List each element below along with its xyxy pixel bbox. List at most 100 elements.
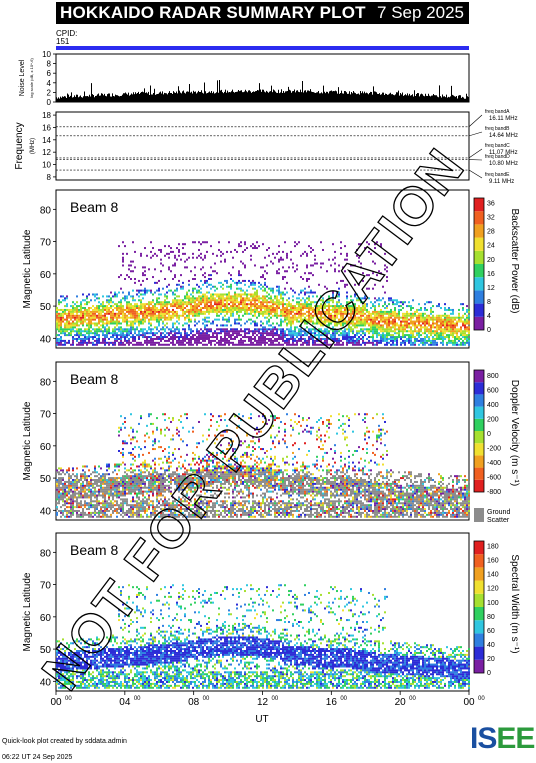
rti-cell — [416, 308, 418, 311]
rti-cell — [226, 318, 228, 321]
rti-cell — [390, 334, 392, 337]
rti-cell — [242, 330, 244, 333]
rti-cell — [170, 247, 172, 250]
rti-cell — [122, 256, 124, 259]
colorbar-tick-label: 16 — [487, 271, 495, 278]
rti-cell — [416, 337, 418, 340]
rti-cell — [152, 301, 154, 304]
rti-cell — [296, 341, 298, 344]
rti-cell — [344, 330, 346, 333]
rti-cell — [262, 303, 264, 306]
rti-cell — [458, 308, 460, 311]
rti-cell — [110, 305, 112, 308]
rti-cell — [336, 314, 338, 317]
rti-cell — [304, 305, 306, 308]
rti-cell — [90, 492, 92, 495]
rti-cell — [68, 312, 70, 315]
rti-cell — [156, 297, 158, 300]
rti-cell — [234, 248, 236, 251]
rti-cell — [398, 305, 400, 308]
rti-cell — [68, 502, 70, 505]
rti-cell — [432, 322, 434, 325]
rti-cell — [304, 301, 306, 304]
rti-cell — [98, 337, 100, 340]
rti-cell — [160, 343, 162, 346]
rti-cell — [130, 314, 132, 317]
rti-cell — [396, 343, 398, 346]
rti-cell — [362, 318, 364, 321]
rti-cell — [278, 303, 280, 306]
rti-cell — [424, 322, 426, 325]
rti-cell — [378, 326, 380, 329]
latitude-tick-label: 50 — [40, 302, 52, 313]
rti-cell — [338, 308, 340, 311]
rti-cell — [340, 247, 342, 250]
rti-cell — [218, 339, 220, 342]
rti-cell — [202, 332, 204, 335]
rti-cell — [146, 277, 148, 280]
rti-cell — [248, 297, 250, 300]
rti-cell — [366, 287, 368, 290]
rti-cell — [230, 328, 232, 331]
rti-cell — [224, 293, 226, 296]
rti-cell — [450, 328, 452, 331]
rti-cell — [332, 326, 334, 329]
rti-cell — [338, 310, 340, 313]
rti-cell — [126, 324, 128, 327]
rti-cell — [120, 341, 122, 344]
rti-cell — [306, 264, 308, 267]
rti-cell — [328, 316, 330, 319]
rti-cell — [98, 494, 100, 497]
rti-cell — [206, 332, 208, 335]
rti-cell — [342, 334, 344, 337]
rti-cell — [256, 316, 258, 319]
rti-cell — [260, 334, 262, 337]
rti-cell — [358, 307, 360, 310]
rti-cell — [300, 328, 302, 331]
rti-cell — [260, 308, 262, 311]
rti-cell — [160, 293, 162, 296]
rti-cell — [240, 310, 242, 313]
rti-cell — [86, 465, 88, 468]
rti-cell — [66, 326, 68, 329]
rti-cell — [356, 320, 358, 323]
rti-cell — [318, 312, 320, 315]
rti-cell — [230, 310, 232, 313]
rti-cell — [312, 322, 314, 325]
rti-cell — [204, 307, 206, 310]
rti-cell — [256, 328, 258, 331]
rti-cell — [212, 252, 214, 255]
colorbar-segment — [474, 237, 484, 251]
rti-cell — [276, 297, 278, 300]
rti-cell — [280, 310, 282, 313]
rti-cell — [166, 310, 168, 313]
rti-cell — [272, 305, 274, 308]
rti-cell — [70, 308, 72, 311]
rti-cell — [88, 318, 90, 321]
rti-cell — [306, 322, 308, 325]
rti-cell — [210, 307, 212, 310]
rti-cell — [134, 266, 136, 269]
rti-cell — [160, 250, 162, 253]
rti-cell — [96, 475, 98, 478]
rti-cell — [238, 272, 240, 275]
rti-cell — [154, 281, 156, 284]
rti-cell — [250, 318, 252, 321]
rti-cell — [124, 314, 126, 317]
rti-cell — [362, 339, 364, 342]
rti-cell — [308, 295, 310, 298]
rti-cell — [302, 277, 304, 280]
rti-cell — [238, 295, 240, 298]
rti-cell — [332, 293, 334, 296]
rti-cell — [258, 310, 260, 313]
rti-cell — [342, 322, 344, 325]
rti-cell — [412, 320, 414, 323]
rti-cell — [386, 305, 388, 308]
rti-cell — [308, 307, 310, 310]
rti-cell — [238, 243, 240, 246]
rti-cell — [374, 262, 376, 265]
rti-cell — [388, 312, 390, 315]
rti-cell — [460, 326, 462, 329]
rti-cell — [300, 334, 302, 337]
